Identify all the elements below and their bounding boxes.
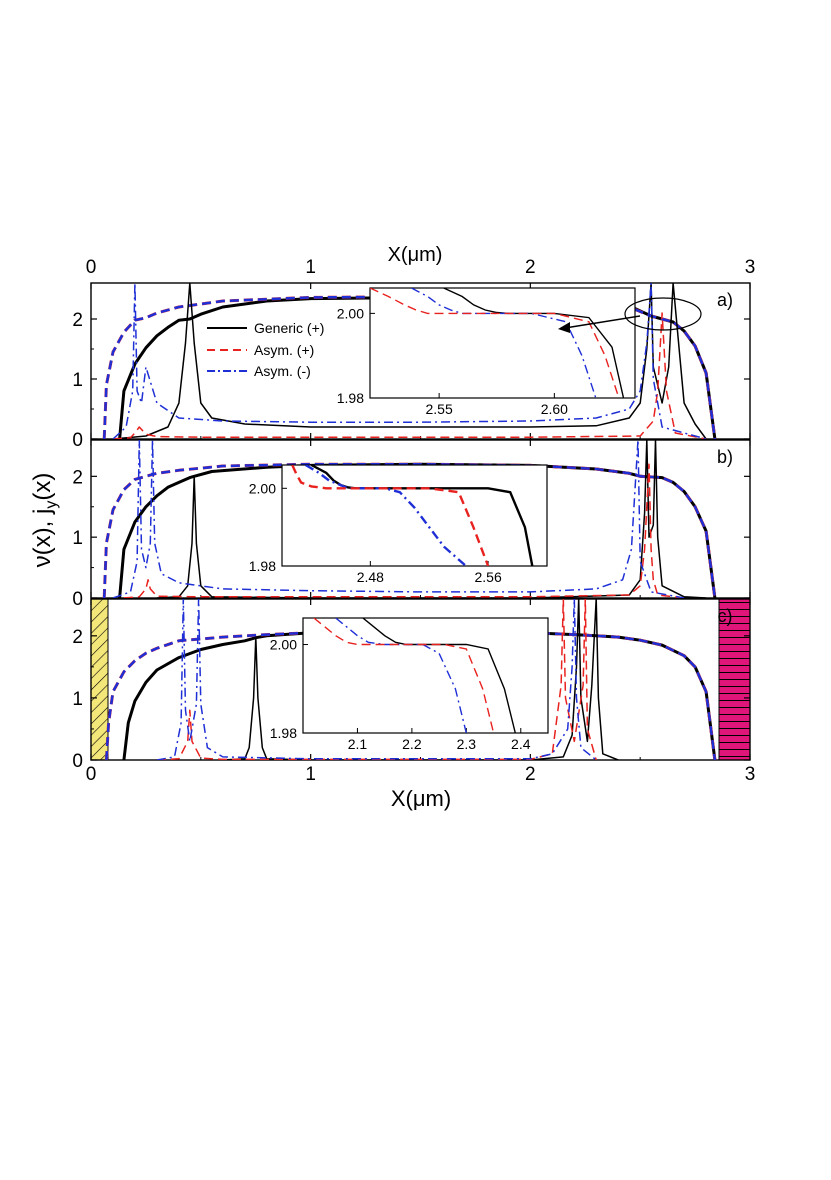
y-tick-label: 2 <box>72 467 83 488</box>
inset-series-line-1 <box>411 288 597 398</box>
zoom-region-ellipse <box>624 297 702 331</box>
x-tick-label-bottom: 2 <box>525 764 536 785</box>
y-tick-label: 2 <box>72 310 83 331</box>
series-line-j-asym- <box>112 283 707 439</box>
x-tick-label-top: 0 <box>86 257 97 278</box>
series-line-j-asym- <box>156 599 597 760</box>
zoom-arrowhead <box>558 322 570 333</box>
x-tick-label-bottom: 0 <box>86 764 97 785</box>
inset-series-line-2 <box>313 618 495 733</box>
top-axis-label: X(μm) <box>388 244 443 266</box>
x-tick-label-bottom: 3 <box>745 764 756 785</box>
inset-y-tick-label: 2.00 <box>337 305 364 321</box>
inset-series-line-2 <box>291 465 490 566</box>
inset-x-tick-label: 2.56 <box>474 569 501 585</box>
panel-1: 0 1 2 0 1 2 3 a) 1.98 2.00 2.55 2.60 <box>72 257 755 451</box>
inset-y-tick-label: 1.98 <box>337 390 364 406</box>
y-tick-label: 0 <box>72 589 83 610</box>
panel-label: a) <box>717 290 733 310</box>
inset-x-tick-label: 2.60 <box>541 401 568 417</box>
panels: 0 1 2 0 1 2 3 a) 1.98 2.00 2.55 2.60 0 1 2 b) 1.98 2.00 2.… <box>72 257 755 785</box>
inset-x-tick-label: 2.4 <box>511 736 531 752</box>
y-tick-label: 1 <box>72 689 83 710</box>
inset: 1.98 2.00 2.55 2.60 <box>337 287 636 417</box>
x-tick-label-top: 2 <box>525 257 536 278</box>
right-contact-hatched <box>718 598 751 761</box>
panel-2: 0 1 2 b) 1.98 2.00 2.48 2.56 <box>72 439 751 610</box>
panel-3: 0 1 2 0 1 2 3 c) 1.98 2.00 2.1 2.2 2.3 2.4 <box>72 598 756 785</box>
inset-series-line-1 <box>335 618 467 733</box>
inset-x-tick-label: 2.48 <box>357 569 384 585</box>
inset-y-tick-label: 2.00 <box>270 637 297 653</box>
inset-series-group <box>313 618 516 733</box>
legend-label-asym-plus: Asym. (+) <box>254 342 314 358</box>
series-line-j-asym- <box>156 599 597 760</box>
y-axis-label-sub: y <box>43 501 60 509</box>
zoom-arrow <box>564 315 641 329</box>
y-tick-label: 0 <box>72 430 83 451</box>
y-axis-label: ν(x), jy(x) <box>29 473 60 568</box>
bottom-axis-label: X(μm) <box>391 786 451 811</box>
panel-label: c) <box>718 606 733 626</box>
series-line-j-generic- <box>222 599 619 760</box>
inset-series-group <box>291 465 534 566</box>
left-contact-hatched <box>90 598 109 761</box>
inset-frame <box>281 464 548 567</box>
series-line-j-asym- <box>112 312 707 439</box>
inset-series-line-2 <box>370 288 620 398</box>
y-tick-label: 2 <box>72 627 83 648</box>
inset-y-tick-label: 1.98 <box>270 725 297 741</box>
inset-x-tick-label: 2.3 <box>457 736 477 752</box>
legend-label-generic: Generic (+) <box>254 320 324 336</box>
y-tick-label: 0 <box>72 751 83 772</box>
series-line-asym- <box>102 462 717 598</box>
y-axis-label-main: ν(x), j <box>29 509 56 568</box>
legend-label-asym-minus: Asym. (-) <box>254 363 311 379</box>
series-group <box>102 440 717 598</box>
inset: 1.98 2.00 2.48 2.56 <box>249 464 548 585</box>
inset: 1.98 2.00 2.1 2.2 2.3 2.4 <box>270 617 549 752</box>
x-tick-label-top: 1 <box>305 257 316 278</box>
y-axis-label-tail: (x) <box>29 473 56 501</box>
y-tick-label: 1 <box>72 528 83 549</box>
inset-x-tick-label: 2.2 <box>402 736 422 752</box>
x-tick-label-top: 3 <box>745 257 756 278</box>
inset-series-line-1 <box>304 465 467 566</box>
series-line-j-asym- <box>123 463 685 598</box>
y-tick-label: 1 <box>72 370 83 391</box>
inset-series-group <box>370 288 625 398</box>
x-tick-label-bottom: 1 <box>305 764 316 785</box>
inset-y-tick-label: 1.98 <box>249 558 276 574</box>
inset-x-tick-label: 2.1 <box>348 736 368 752</box>
series-line-j-generic- <box>112 283 707 439</box>
inset-frame <box>302 617 549 734</box>
inset-frame <box>369 287 636 399</box>
inset-x-tick-label: 2.55 <box>426 401 453 417</box>
inset-y-tick-label: 2.00 <box>249 480 276 496</box>
panel-label: b) <box>717 447 733 467</box>
series-line-j-asym- <box>112 440 685 598</box>
legend: Generic (+) Asym. (+) Asym. (-) <box>207 320 324 379</box>
